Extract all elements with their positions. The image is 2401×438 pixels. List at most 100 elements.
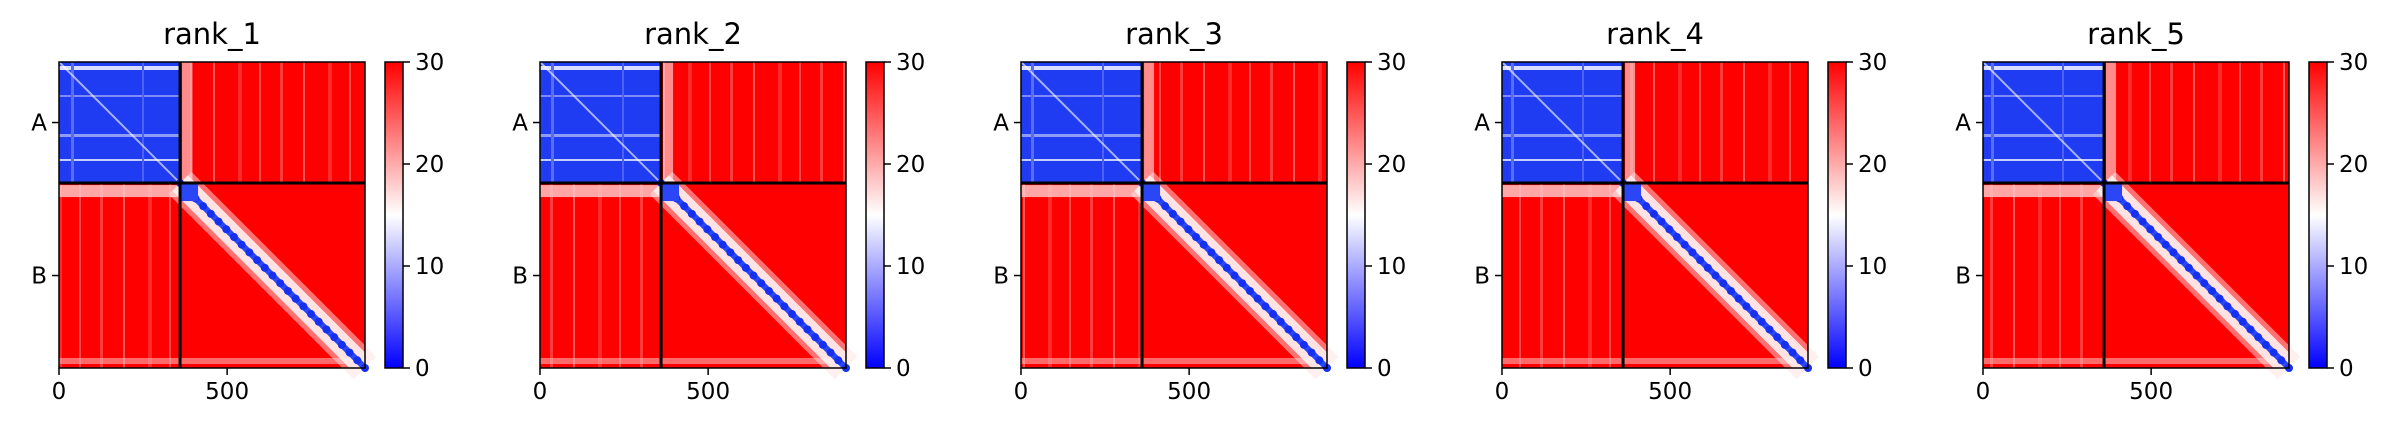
y-tick-label: A bbox=[512, 111, 528, 137]
diagonal-bead bbox=[1238, 279, 1247, 288]
y-tick-label: B bbox=[31, 264, 47, 290]
diagonal-AA bbox=[1982, 61, 2105, 184]
diagonal-bead bbox=[2169, 248, 2178, 257]
colorbar-tick-label: 10 bbox=[2339, 254, 2368, 280]
diagonal-bead bbox=[1284, 325, 1293, 334]
x-tick-label: 500 bbox=[2129, 379, 2173, 405]
diagonal-bead bbox=[803, 325, 812, 334]
colorbar-tick-label: 30 bbox=[1377, 50, 1406, 76]
x-tick-label: 0 bbox=[1495, 379, 1510, 405]
y-tick-label: B bbox=[993, 264, 1009, 290]
boundary-band bbox=[663, 62, 674, 184]
boundary-band bbox=[1983, 185, 2105, 198]
diagonal-AA bbox=[539, 61, 662, 184]
heatmap-panel-4: rank_4 0 500 A B 0 10 20 30 bbox=[1474, 17, 1887, 405]
boundary-band bbox=[1625, 62, 1636, 184]
diagonal-bead bbox=[330, 333, 339, 342]
y-tick-label: B bbox=[1474, 264, 1490, 290]
colorbar-tick-label: 0 bbox=[2339, 356, 2354, 382]
diagonal-bead bbox=[260, 263, 269, 272]
panel-title: rank_5 bbox=[2087, 17, 2185, 51]
x-tick-label: 500 bbox=[1648, 379, 1692, 405]
boundary-band bbox=[59, 185, 181, 198]
diagonal-AA bbox=[58, 61, 181, 184]
diagonal-bead bbox=[2146, 225, 2155, 234]
diagonal-bead bbox=[2138, 217, 2147, 226]
diagonal-bead bbox=[1161, 202, 1170, 211]
diagonal-bead bbox=[764, 286, 773, 295]
diagonal-bead bbox=[1696, 256, 1705, 265]
diagonal-bead bbox=[2215, 294, 2224, 303]
diagonal-bead bbox=[1230, 271, 1239, 280]
diagonal-bead bbox=[2261, 340, 2270, 349]
boundary-band bbox=[1144, 62, 1155, 184]
diagonal-bead bbox=[199, 202, 208, 211]
heatmap-panel-5: rank_5 0 500 A B 0 10 20 30 bbox=[1955, 17, 2368, 405]
diagonal-bead bbox=[1222, 263, 1231, 272]
diagonal-bead bbox=[206, 209, 215, 218]
diagonal-bead bbox=[1649, 209, 1658, 218]
diagonal-bead bbox=[780, 302, 789, 311]
colorbar-tick-label: 30 bbox=[1858, 50, 1887, 76]
boundary-band bbox=[1021, 185, 1143, 198]
block-AB bbox=[2104, 62, 2289, 184]
colorbar-tick-label: 0 bbox=[1858, 356, 1873, 382]
colorbar-tick-label: 20 bbox=[1377, 152, 1406, 178]
diagonal-bead bbox=[1796, 356, 1805, 365]
diagonal-bead bbox=[749, 271, 758, 280]
diagonal-bead bbox=[322, 325, 331, 334]
diagonal-bead bbox=[757, 279, 766, 288]
diagonal-bead bbox=[337, 340, 346, 349]
panel-title: rank_3 bbox=[1125, 17, 1223, 51]
x-tick-label: 0 bbox=[533, 379, 548, 405]
diagonal-bead bbox=[2177, 256, 2186, 265]
diagonal-bead bbox=[1315, 356, 1324, 365]
colorbar-tick-label: 10 bbox=[1858, 254, 1887, 280]
diagonal-bead bbox=[2269, 348, 2278, 357]
diagonal-bead bbox=[1757, 317, 1766, 326]
diagonal-bead bbox=[2238, 317, 2247, 326]
diagonal-bead bbox=[1773, 333, 1782, 342]
diagonal-bead bbox=[2123, 202, 2132, 211]
diagonal-bead bbox=[2184, 263, 2193, 272]
diagonal-bead bbox=[1665, 225, 1674, 234]
diagonal-bead bbox=[1742, 302, 1751, 311]
diagonal-bead bbox=[1642, 202, 1651, 211]
y-tick-label: A bbox=[1474, 111, 1490, 137]
heatmap-panel-3: rank_3 0 500 A B 0 10 20 30 bbox=[993, 17, 1406, 405]
diagonal-bead bbox=[1199, 240, 1208, 249]
colorbar-tick-label: 0 bbox=[415, 356, 430, 382]
diagonal-bead bbox=[2200, 279, 2209, 288]
colorbar-tick-label: 20 bbox=[1858, 152, 1887, 178]
boundary-band bbox=[182, 62, 193, 184]
boundary-band bbox=[1502, 185, 1624, 198]
diagonal-bead bbox=[2161, 240, 2170, 249]
x-tick-label: 0 bbox=[1014, 379, 1029, 405]
diagonal-bead bbox=[1672, 232, 1681, 241]
diagonal-bead bbox=[2277, 356, 2286, 365]
diagonal-bead bbox=[1168, 209, 1177, 218]
boundary-band bbox=[540, 185, 662, 198]
edge-band bbox=[1021, 358, 1327, 364]
diagonal-bead bbox=[2254, 333, 2263, 342]
block-BA bbox=[1502, 183, 1624, 368]
corner-block bbox=[1142, 183, 1161, 202]
colorbar bbox=[2308, 61, 2328, 369]
diagonal-bead bbox=[1657, 217, 1666, 226]
panel-title: rank_4 bbox=[1606, 17, 1704, 51]
colorbar-tick-label: 30 bbox=[896, 50, 925, 76]
diagonal-bead bbox=[1307, 348, 1316, 357]
diagonal-bead bbox=[2192, 271, 2201, 280]
x-tick-label: 0 bbox=[1976, 379, 1991, 405]
colorbar bbox=[1346, 61, 1366, 369]
colorbar-tick-label: 10 bbox=[415, 254, 444, 280]
diagonal-bead bbox=[2153, 232, 2162, 241]
diagonal-bead bbox=[345, 348, 354, 357]
x-tick-label: 0 bbox=[52, 379, 67, 405]
diagonal-bead bbox=[353, 356, 362, 365]
x-tick-label: 500 bbox=[1167, 379, 1211, 405]
diagonal-bead bbox=[1292, 333, 1301, 342]
colorbar-tick-label: 30 bbox=[2339, 50, 2368, 76]
diagonal-bead bbox=[1207, 248, 1216, 257]
